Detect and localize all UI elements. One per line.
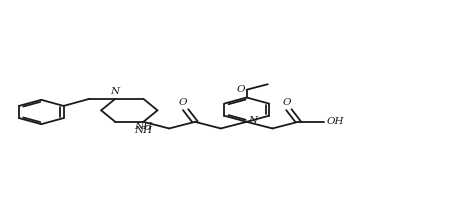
Text: NH: NH: [135, 123, 152, 131]
Text: OH: OH: [326, 117, 344, 126]
Text: O: O: [237, 85, 245, 94]
Text: N: N: [248, 116, 257, 125]
Text: N: N: [110, 86, 120, 95]
Text: O: O: [282, 98, 291, 107]
Text: NH: NH: [135, 126, 152, 135]
Text: O: O: [179, 98, 187, 107]
